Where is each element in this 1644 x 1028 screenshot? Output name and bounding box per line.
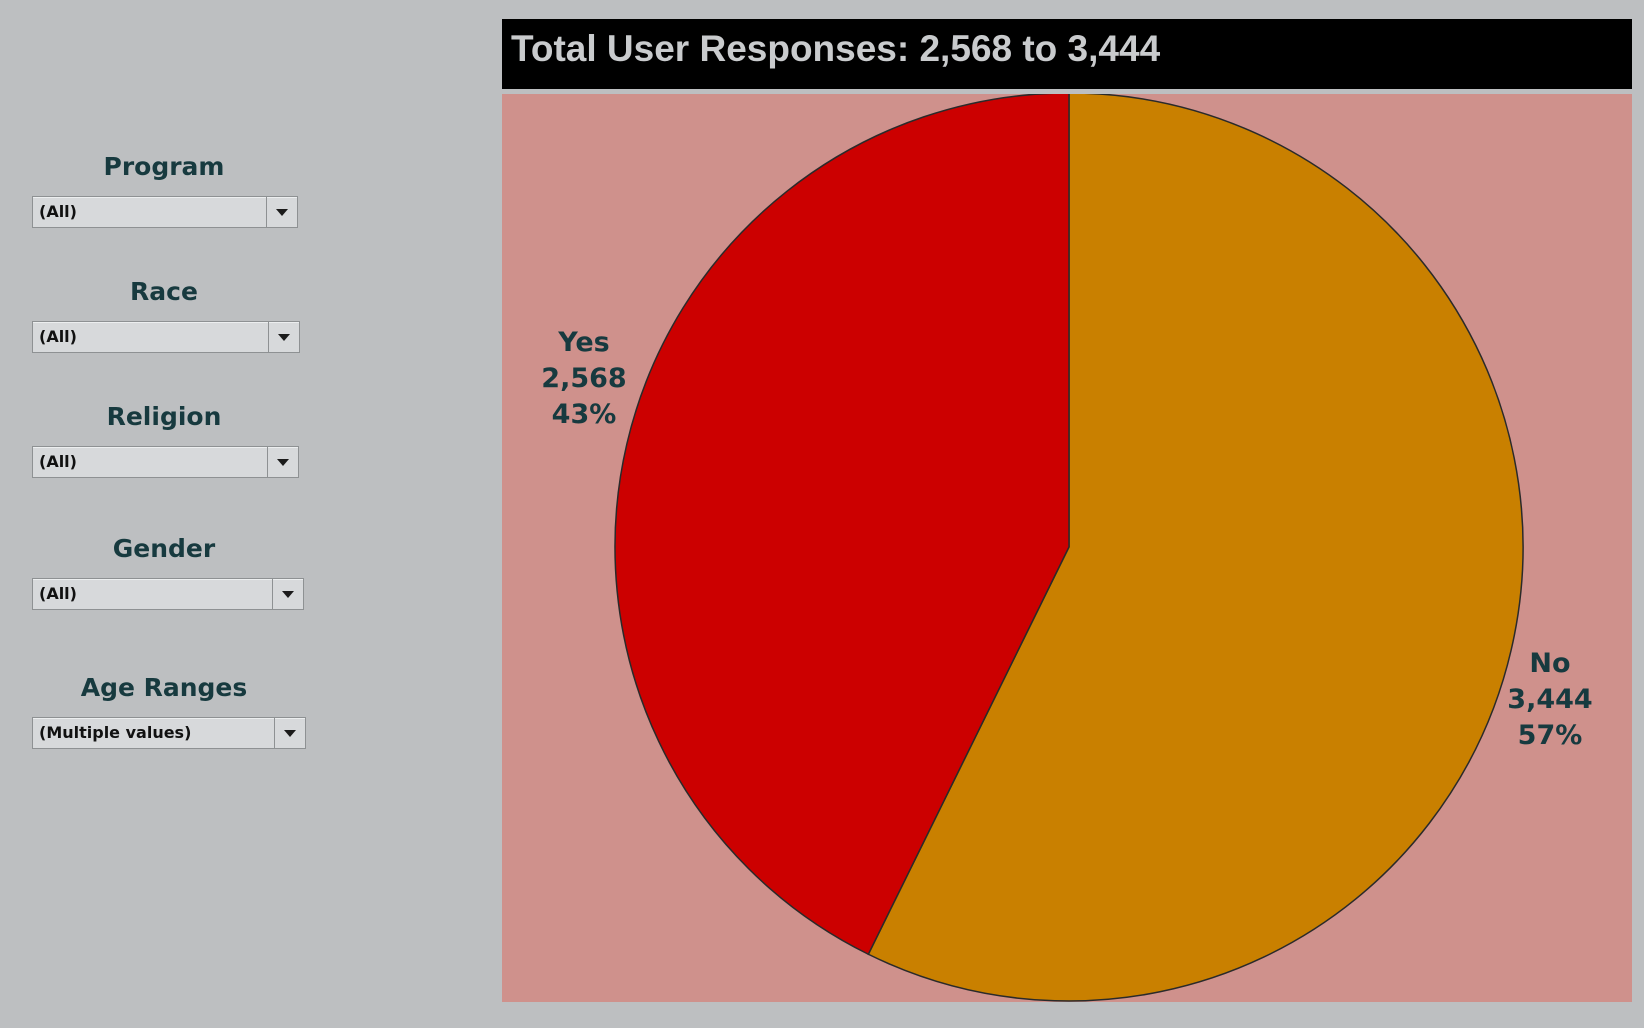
filter-label-race: Race (130, 277, 198, 306)
filter-gender: Gender (All) (32, 534, 304, 610)
pie-label-no-label: No (1529, 648, 1570, 679)
race-dropdown-value: (All) (39, 327, 77, 346)
filter-program: Program (All) (32, 152, 298, 228)
chart-title: Total User Responses: 2,568 to 3,444 (502, 19, 1632, 89)
pie-label-no-percent: 57% (1518, 720, 1583, 751)
religion-dropdown[interactable]: (All) (32, 446, 299, 478)
chart-area: Yes 2,568 43% No 3,444 57% (502, 94, 1632, 1002)
gender-dropdown-value: (All) (39, 584, 77, 603)
program-dropdown-value: (All) (39, 202, 77, 221)
age-ranges-dropdown-value: (Multiple values) (39, 723, 192, 742)
pie-slice-yes[interactable] (614, 94, 1070, 956)
race-dropdown[interactable]: (All) (32, 321, 300, 353)
program-dropdown[interactable]: (All) (32, 196, 298, 228)
chevron-down-icon[interactable] (272, 579, 303, 609)
pie-label-yes-percent: 43% (552, 399, 617, 430)
religion-dropdown-value: (All) (39, 452, 77, 471)
pie-slice-no[interactable] (867, 94, 1524, 1002)
chevron-down-icon[interactable] (274, 718, 305, 748)
chevron-down-icon[interactable] (266, 197, 297, 227)
filter-label-gender: Gender (112, 534, 216, 563)
pie-label-yes: Yes 2,568 43% (541, 327, 626, 430)
pie-label-yes-label: Yes (557, 327, 609, 358)
filter-label-religion: Religion (106, 402, 222, 431)
pie-label-yes-value: 2,568 (541, 363, 626, 394)
age-ranges-dropdown[interactable]: (Multiple values) (32, 717, 306, 749)
filter-label-age-ranges: Age Ranges (80, 673, 248, 702)
chevron-down-icon[interactable] (267, 447, 298, 477)
pie-label-no: No 3,444 57% (1507, 648, 1592, 751)
gender-dropdown[interactable]: (All) (32, 578, 304, 610)
filter-religion: Religion (All) (32, 402, 299, 478)
chevron-down-icon[interactable] (268, 322, 299, 352)
filter-age-ranges: Age Ranges (Multiple values) (32, 673, 306, 749)
pie-label-no-value: 3,444 (1507, 684, 1592, 715)
pie-chart: Yes 2,568 43% No 3,444 57% (541, 94, 1593, 1002)
filter-race: Race (All) (32, 277, 300, 353)
filter-label-program: Program (103, 152, 225, 181)
